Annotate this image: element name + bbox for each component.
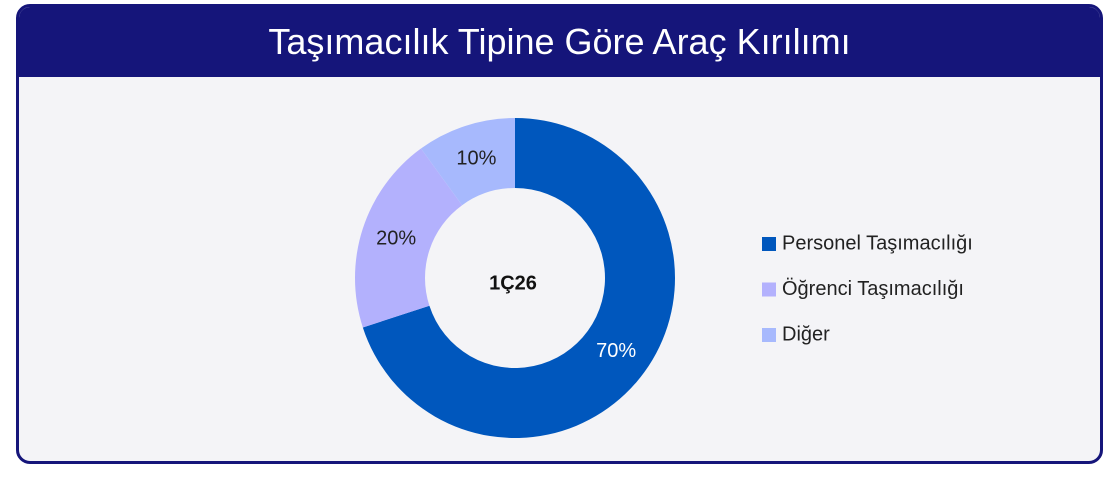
legend-label: Diğer (782, 323, 830, 345)
data-label: 10% (456, 147, 496, 169)
legend-label: Personel Taşımacılığı (782, 232, 973, 254)
data-label: 70% (596, 340, 636, 362)
pie-segment (362, 118, 676, 438)
legend-label: Öğrenci Taşımacılığı (782, 278, 964, 300)
pie-segment (420, 118, 515, 206)
legend-swatch (762, 282, 776, 297)
pie-segment (355, 148, 463, 328)
legend-swatch (762, 237, 776, 251)
legend-swatch (762, 328, 776, 342)
chart-title: Taşımacılık Tipine Göre Araç Kırılımı (19, 7, 1100, 77)
center-label: 1Ç26 (489, 272, 537, 294)
data-label: 20% (376, 228, 416, 250)
